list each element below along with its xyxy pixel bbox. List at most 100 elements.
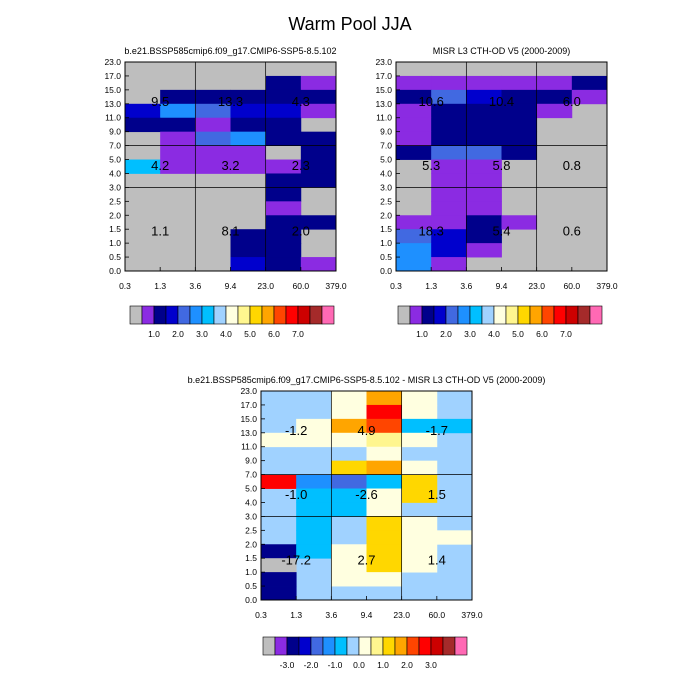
model-region-value: 9.5 bbox=[151, 94, 169, 109]
obs-colorbar-label: 3.0 bbox=[464, 329, 476, 339]
diff-cell bbox=[331, 404, 367, 420]
model-cell bbox=[160, 145, 196, 160]
diff-x-tick-label: 0.3 bbox=[255, 610, 267, 620]
diff-colorbar-label: -2.0 bbox=[304, 660, 319, 670]
model-cell bbox=[265, 131, 302, 146]
diff-region-value: -2.6 bbox=[355, 487, 377, 502]
model-y-tick-label: 2.0 bbox=[109, 210, 121, 220]
model-x-tick-label: 1.3 bbox=[154, 281, 166, 291]
model-x-tick-label: 60.0 bbox=[293, 281, 310, 291]
obs-colorbar-swatch bbox=[517, 305, 531, 325]
model-colorbar-swatch bbox=[273, 305, 287, 325]
model-y-tick-label: 1.0 bbox=[109, 238, 121, 248]
diff-colorbar-label: -3.0 bbox=[280, 660, 295, 670]
diff-cell bbox=[366, 474, 403, 489]
model-region-value: 3.2 bbox=[221, 158, 239, 173]
obs-cell bbox=[466, 145, 502, 160]
obs-y-tick-label: 11.0 bbox=[376, 113, 392, 123]
obs-cell bbox=[431, 187, 467, 202]
diff-cell bbox=[296, 516, 332, 531]
diff-cell bbox=[331, 391, 367, 406]
diff-cell bbox=[261, 544, 297, 559]
obs-region-value: 5.8 bbox=[492, 158, 510, 173]
diff-colorbar-swatch bbox=[358, 636, 372, 656]
model-y-tick-label: 0.0 bbox=[109, 266, 121, 276]
obs-cell bbox=[466, 201, 502, 216]
obs-cell bbox=[431, 257, 467, 272]
diff-colorbar-swatch bbox=[406, 636, 420, 656]
diff-y-tick-label: 0.0 bbox=[245, 595, 257, 605]
model-colorbar-label: 7.0 bbox=[292, 329, 304, 339]
diff-cell bbox=[366, 544, 403, 559]
model-colorbar-swatch bbox=[237, 305, 251, 325]
obs-cell bbox=[431, 243, 467, 258]
model-colorbar-swatch bbox=[201, 305, 215, 325]
diff-cell bbox=[296, 432, 332, 448]
obs-cell bbox=[396, 75, 432, 91]
model-cell bbox=[195, 159, 231, 174]
diff-cell bbox=[436, 530, 473, 545]
model-cell bbox=[300, 75, 337, 91]
model-cell bbox=[300, 215, 337, 230]
diff-y-tick-label: 0.5 bbox=[245, 581, 257, 591]
obs-cell bbox=[466, 215, 502, 230]
diff-colorbar-label: 3.0 bbox=[425, 660, 437, 670]
diff-cell bbox=[366, 391, 403, 406]
diff-cell bbox=[401, 432, 438, 448]
diff-x-tick-label: 23.0 bbox=[393, 610, 410, 620]
diff-region-value: -1.0 bbox=[285, 487, 307, 502]
diff-region-value: 2.7 bbox=[357, 553, 375, 568]
diff-colorbar-label: 0.0 bbox=[353, 660, 365, 670]
model-region-value: 4.2 bbox=[151, 158, 169, 173]
diff-cell bbox=[261, 586, 297, 601]
diff-y-tick-label: 3.0 bbox=[245, 511, 257, 521]
obs-cell bbox=[501, 131, 538, 146]
model-cell bbox=[160, 103, 196, 119]
diff-cell bbox=[296, 530, 332, 545]
model-colorbar-swatch bbox=[225, 305, 239, 325]
model-region-value: 8.1 bbox=[221, 224, 239, 239]
obs-colorbar-label: 6.0 bbox=[536, 329, 548, 339]
model-y-tick-label: 17.0 bbox=[104, 71, 121, 81]
obs-y-tick-label: 17.0 bbox=[375, 71, 392, 81]
obs-cell bbox=[431, 103, 467, 119]
model-colorbar-label: 3.0 bbox=[196, 329, 208, 339]
obs-region-value: 5.3 bbox=[422, 158, 440, 173]
obs-cell bbox=[396, 117, 432, 133]
diff-cell bbox=[366, 418, 403, 434]
model-y-tick-label: 11.0 bbox=[105, 113, 121, 123]
diff-cell bbox=[331, 418, 367, 434]
obs-y-tick-label: 13.0 bbox=[375, 99, 392, 109]
model-colorbar-swatch bbox=[249, 305, 263, 325]
diff-x-tick-label: 1.3 bbox=[290, 610, 302, 620]
model-cell bbox=[195, 145, 231, 160]
model-cell bbox=[265, 229, 302, 244]
diff-y-tick-label: 5.0 bbox=[245, 484, 257, 494]
obs-y-tick-label: 5.0 bbox=[380, 155, 392, 165]
obs-cell bbox=[536, 89, 573, 105]
model-y-tick-label: 7.0 bbox=[109, 141, 121, 151]
obs-panel-title: MISR L3 CTH-OD V5 (2000-2009) bbox=[433, 46, 571, 56]
obs-x-tick-label: 23.0 bbox=[528, 281, 545, 291]
model-colorbar-label: 6.0 bbox=[268, 329, 280, 339]
obs-region-value: 10.4 bbox=[489, 94, 514, 109]
obs-cell bbox=[466, 89, 502, 105]
diff-region-value: -1.2 bbox=[285, 423, 307, 438]
diff-cell bbox=[331, 572, 367, 587]
obs-cell bbox=[501, 215, 538, 230]
obs-cell bbox=[431, 89, 467, 105]
model-cell bbox=[265, 187, 302, 202]
model-cell bbox=[300, 131, 337, 146]
model-cell bbox=[265, 173, 302, 188]
obs-cell bbox=[466, 75, 502, 91]
diff-cell bbox=[296, 474, 332, 489]
model-cell bbox=[300, 257, 337, 272]
model-y-tick-label: 5.0 bbox=[109, 155, 121, 165]
model-cell bbox=[160, 159, 196, 174]
diff-region-value: 1.4 bbox=[428, 553, 446, 568]
model-cell bbox=[230, 131, 267, 146]
model-x-tick-label: 0.3 bbox=[119, 281, 131, 291]
diff-cell bbox=[366, 404, 403, 420]
model-x-tick-label: 379.0 bbox=[325, 281, 347, 291]
model-colorbar: 1.0 2.0 3.0 4.0 5.0 6.0 7.0 bbox=[129, 305, 335, 339]
